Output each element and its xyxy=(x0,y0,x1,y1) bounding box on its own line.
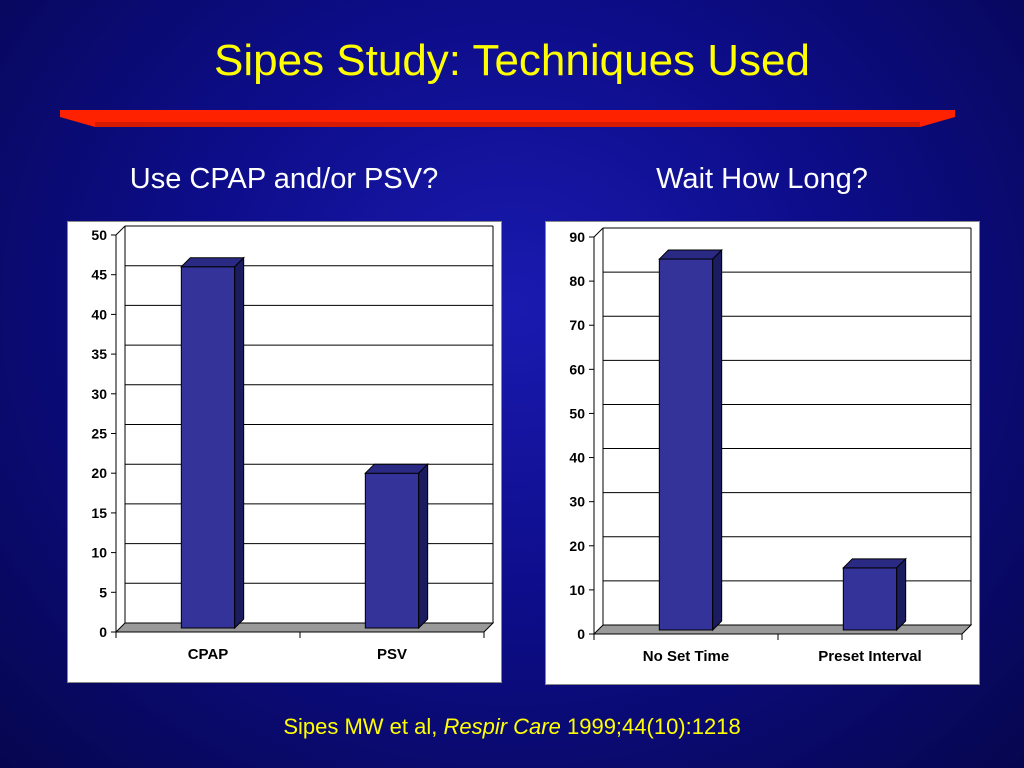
y-tick-label: 45 xyxy=(91,267,107,283)
y-tick-label: 50 xyxy=(569,405,585,421)
y-tick-label: 0 xyxy=(577,626,585,642)
chart-heading-cpap-psv: Use CPAP and/or PSV? xyxy=(129,163,439,195)
side-wall-top xyxy=(115,225,126,236)
chart-floor xyxy=(592,624,973,635)
y-tick-label: 30 xyxy=(91,386,107,402)
citation: Sipes MW et al, Respir Care 1999;44(10):… xyxy=(0,714,1024,740)
bar-front xyxy=(842,567,898,631)
x-category-label: PSV xyxy=(377,646,407,663)
y-tick-label: 15 xyxy=(91,505,107,521)
y-tick-label: 10 xyxy=(91,545,107,561)
y-tick-label: 25 xyxy=(91,426,107,442)
y-tick-label: 60 xyxy=(569,361,585,377)
y-tick-label: 10 xyxy=(569,582,585,598)
bar-top xyxy=(658,249,723,260)
y-tick-label: 0 xyxy=(99,624,107,640)
bar-chart-wait-time: 0 10 20 30 40 50 60 70 80 90 No Set Time Preset Int… xyxy=(569,227,973,665)
y-tick-label: 70 xyxy=(569,317,585,333)
bar-side xyxy=(234,256,245,630)
side-wall-top xyxy=(593,227,604,238)
y-tick-label: 30 xyxy=(569,494,585,510)
x-category-label: CPAP xyxy=(188,646,229,663)
bar-side xyxy=(418,462,429,630)
bar-side xyxy=(896,557,907,632)
citation-reference: 1999;44(10):1218 xyxy=(566,714,741,739)
bar-front xyxy=(180,266,236,629)
y-tick-label: 5 xyxy=(99,584,107,600)
slide-title: Sipes Study: Techniques Used xyxy=(214,36,810,85)
bar-top xyxy=(180,257,245,268)
title-divider xyxy=(60,110,955,127)
y-tick-label: 40 xyxy=(569,450,585,466)
chart-panel-cpap-psv: 0 5 10 15 20 25 30 35 40 45 50 CPAP PSV xyxy=(67,221,502,683)
citation-authors: Sipes MW et al, xyxy=(283,714,438,739)
bar-top xyxy=(364,463,429,474)
y-tick-label: 20 xyxy=(569,538,585,554)
chart-floor xyxy=(114,622,495,633)
y-tick-label: 80 xyxy=(569,273,585,289)
chart-heading-wait-time: Wait How Long? xyxy=(656,163,868,195)
x-category-label: Preset Interval xyxy=(818,648,921,665)
bar-front xyxy=(364,472,420,629)
y-tick-label: 40 xyxy=(91,306,107,322)
bar-side xyxy=(712,248,723,632)
y-tick-label: 50 xyxy=(91,227,107,243)
citation-journal: Respir Care xyxy=(443,714,561,739)
y-tick-label: 90 xyxy=(569,229,585,245)
y-tick-label: 35 xyxy=(91,346,107,362)
bar-top xyxy=(842,558,907,569)
bar-front xyxy=(658,258,714,631)
y-tick-label: 20 xyxy=(91,465,107,481)
chart-panel-wait-time: 0 10 20 30 40 50 60 70 80 90 No Set Time Preset Int… xyxy=(545,221,980,685)
bar-chart-cpap-psv: 0 5 10 15 20 25 30 35 40 45 50 CPAP PSV xyxy=(91,225,495,663)
x-category-label: No Set Time xyxy=(643,648,729,665)
